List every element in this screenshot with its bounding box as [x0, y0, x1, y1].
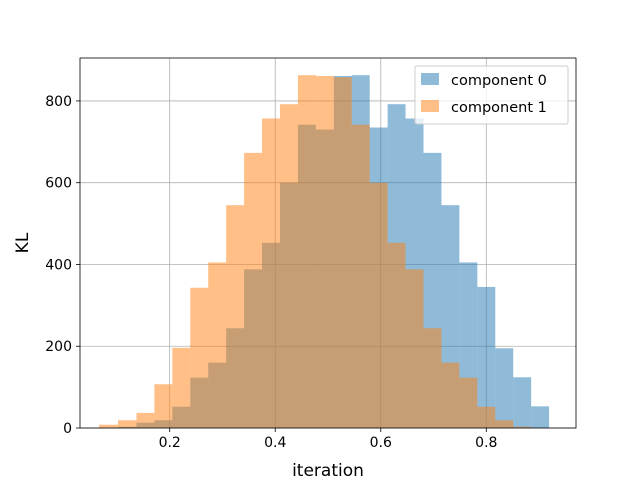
histogram-bar [477, 406, 496, 428]
bars [98, 75, 550, 429]
histogram-bar [441, 362, 460, 428]
histogram-bar [262, 118, 280, 428]
histogram-bar [459, 377, 478, 428]
histogram-bar [423, 328, 442, 428]
histogram-bar [154, 384, 173, 428]
histogram-bar [117, 420, 137, 428]
histogram-bar [98, 424, 118, 428]
x-axis-label: iteration [292, 461, 364, 480]
histogram-bar [172, 347, 191, 428]
histogram-bar [190, 287, 209, 428]
legend: component 0 component 1 [414, 65, 569, 125]
x-tick-label: 0.4 [264, 435, 286, 451]
histogram-bar [495, 420, 514, 428]
histogram-bar [279, 104, 298, 428]
histogram-bar [405, 269, 424, 428]
histogram-bar [208, 262, 227, 428]
x-tick-label: 0.8 [475, 435, 497, 451]
y-tick-label: 600 [45, 176, 72, 192]
x-tick-label: 0.2 [159, 435, 181, 451]
y-axis-label: KL [13, 232, 33, 253]
histogram-bar [297, 75, 316, 429]
legend-swatch-component-1 [421, 100, 439, 112]
y-tick-label: 200 [45, 339, 72, 355]
legend-swatch-component-0 [421, 73, 439, 85]
histogram-bar [369, 182, 388, 428]
histogram-bar [315, 75, 334, 428]
histogram-bar [513, 426, 532, 428]
histogram-bar [513, 377, 532, 428]
plot-frame [79, 57, 577, 429]
legend-box [414, 65, 569, 125]
histogram-bar [333, 77, 352, 429]
histogram-bar [477, 286, 496, 428]
x-tick-label: 0.6 [370, 435, 392, 451]
y-tick-label: 800 [45, 94, 72, 110]
histogram-bar [136, 412, 155, 428]
histogram-bar [531, 406, 550, 428]
legend-label-component-1: component 1 [451, 100, 547, 116]
histogram-bar [495, 348, 514, 428]
histogram-bar [244, 152, 263, 428]
ticks: 0.2 0.4 0.6 0.8 0 200 400 600 800 [45, 94, 497, 451]
histogram-bar [387, 242, 406, 428]
y-tick-label: 400 [45, 257, 72, 273]
legend-label-component-0: component 0 [451, 73, 547, 89]
histogram-bar [351, 124, 370, 429]
histogram-bar [226, 205, 245, 428]
series-component-1 [98, 75, 532, 429]
y-tick-label: 0 [63, 421, 72, 437]
